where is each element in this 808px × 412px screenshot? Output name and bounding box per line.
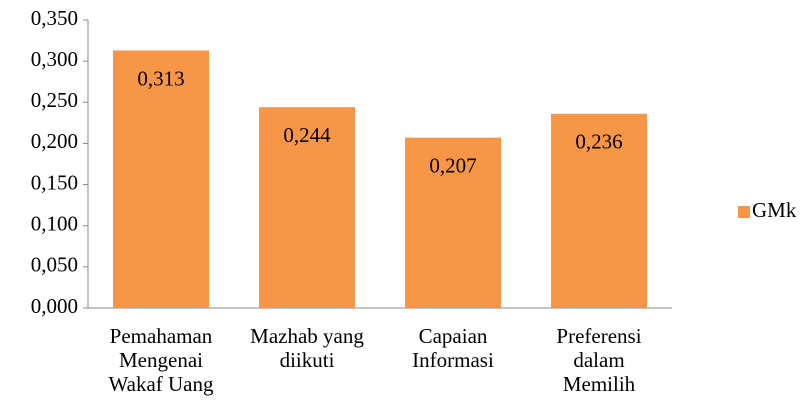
y-tick-label: 0,350 — [31, 6, 78, 30]
data-label: 0,244 — [283, 123, 331, 147]
data-label: 0,236 — [575, 130, 622, 154]
bar — [551, 113, 647, 308]
x-tick-label: Mazhab yang — [250, 324, 364, 348]
y-tick-label: 0,200 — [31, 129, 78, 153]
x-tick-label: Memilih — [563, 372, 636, 396]
legend-label: GMk — [752, 198, 797, 222]
data-label: 0,313 — [137, 66, 184, 90]
x-tick-label: dalam — [573, 348, 624, 372]
x-tick-label: Preferensi — [556, 324, 641, 348]
x-tick-label: Capaian — [419, 324, 488, 348]
x-tick-label: diikuti — [280, 348, 335, 372]
data-label: 0,207 — [429, 153, 476, 177]
bar — [405, 137, 501, 308]
y-tick-label: 0,050 — [31, 253, 78, 277]
y-tick-label: 0,000 — [31, 294, 78, 318]
bar — [259, 107, 355, 308]
x-tick-label: Informasi — [412, 348, 494, 372]
x-tick-label: Mengenai — [119, 348, 203, 372]
x-tick-label: Wakaf Uang — [108, 372, 214, 396]
legend-swatch — [738, 206, 750, 218]
y-tick-label: 0,100 — [31, 212, 78, 236]
y-tick-label: 0,300 — [31, 47, 78, 71]
bar — [113, 50, 209, 309]
y-tick-label: 0,150 — [31, 170, 78, 194]
x-tick-label: Pemahaman — [110, 324, 213, 348]
y-tick-label: 0,250 — [31, 88, 78, 112]
